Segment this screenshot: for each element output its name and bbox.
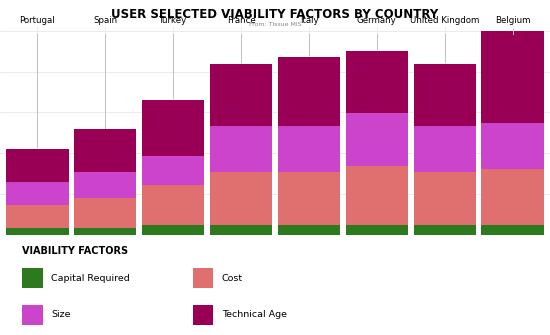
Text: Italy: Italy: [300, 16, 318, 25]
Text: Capital Required: Capital Required: [51, 274, 130, 282]
Bar: [142, 225, 205, 234]
Bar: [481, 123, 544, 169]
Bar: [414, 126, 476, 172]
Bar: [345, 113, 408, 165]
Bar: [6, 205, 69, 228]
Bar: [278, 57, 340, 126]
Bar: [6, 228, 69, 234]
Bar: [345, 225, 408, 234]
Bar: [481, 31, 544, 123]
Bar: [481, 169, 544, 225]
Bar: [6, 182, 69, 205]
Text: Cost: Cost: [222, 274, 243, 282]
Bar: [481, 225, 544, 234]
Text: Germany: Germany: [357, 16, 397, 25]
Bar: [210, 172, 272, 225]
Text: VIABILITY FACTORS: VIABILITY FACTORS: [22, 246, 128, 256]
Text: France: France: [227, 16, 255, 25]
Bar: [278, 126, 340, 172]
Bar: [142, 100, 205, 156]
Bar: [74, 172, 136, 198]
Bar: [414, 64, 476, 126]
Bar: [6, 149, 69, 182]
Text: Turkey: Turkey: [159, 16, 187, 25]
Text: Belgium: Belgium: [495, 16, 530, 25]
Bar: [210, 225, 272, 234]
Text: Spain: Spain: [93, 16, 117, 25]
Bar: [345, 165, 408, 225]
Bar: [74, 198, 136, 228]
Text: Size: Size: [51, 311, 70, 319]
Bar: [345, 51, 408, 113]
Bar: [278, 172, 340, 225]
Text: United Kingdom: United Kingdom: [410, 16, 480, 25]
Bar: [74, 228, 136, 234]
Bar: [414, 225, 476, 234]
Bar: [210, 64, 272, 126]
Bar: [142, 185, 205, 225]
Text: USER SELECTED VIABILITY FACTORS BY COUNTRY: USER SELECTED VIABILITY FACTORS BY COUNT…: [111, 8, 439, 21]
Bar: [142, 156, 205, 185]
Bar: [210, 126, 272, 172]
Bar: [414, 172, 476, 225]
Bar: [74, 129, 136, 172]
Bar: [278, 225, 340, 234]
Text: From: Tissue MIS: From: Tissue MIS: [249, 22, 301, 27]
Text: Technical Age: Technical Age: [222, 311, 287, 319]
Text: Portugal: Portugal: [20, 16, 55, 25]
